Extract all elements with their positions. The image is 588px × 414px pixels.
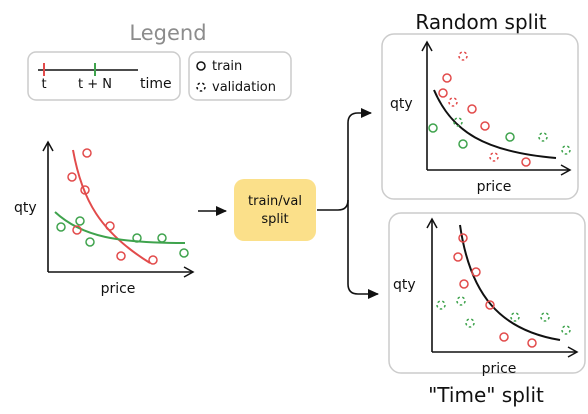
validation-marker-icon <box>196 82 206 92</box>
validation-point-8 <box>458 51 468 61</box>
train-point-12 <box>179 248 189 258</box>
split-box-line2: split <box>261 212 288 227</box>
time-split-box <box>388 212 586 374</box>
main-y-label: qty <box>14 200 37 216</box>
train-point-2 <box>80 185 90 195</box>
split-box <box>234 179 316 241</box>
train-point-1 <box>453 252 463 262</box>
time-end-label: t + N <box>78 77 112 92</box>
train-point-4 <box>105 221 115 231</box>
train-marker-icon <box>196 61 206 71</box>
branch-to-time <box>347 200 379 299</box>
validation-point-11 <box>453 117 463 127</box>
main-plot: qty price <box>14 140 195 297</box>
train-point-10 <box>132 233 142 243</box>
time-axis-label: time <box>140 76 172 92</box>
time-start-label: t <box>41 77 46 92</box>
train-point-5 <box>116 251 126 261</box>
train-point-2 <box>471 267 481 277</box>
branch-to-random <box>317 108 372 211</box>
main-points <box>56 148 189 265</box>
train-point-5 <box>499 332 509 342</box>
random-y-label: qty <box>390 96 413 112</box>
main-x-label: price <box>101 281 136 297</box>
train-point-1 <box>438 88 448 98</box>
legend-title: Legend <box>129 21 206 45</box>
train-point-7 <box>505 132 515 142</box>
train-point-3 <box>480 121 490 131</box>
legend-validation-label: validation <box>212 80 276 95</box>
validation-point-8 <box>456 296 466 306</box>
random-split-title: Random split <box>415 10 546 34</box>
train-point-9 <box>85 237 95 247</box>
train-point-11 <box>157 233 167 243</box>
train-point-4 <box>485 300 495 310</box>
validation-point-12 <box>561 325 571 335</box>
legend-train-label: train <box>212 59 242 74</box>
legend-time-box <box>27 51 181 101</box>
train-point-3 <box>459 279 469 289</box>
train-point-2 <box>467 104 477 114</box>
train-point-0 <box>82 148 92 158</box>
validation-point-7 <box>436 300 446 310</box>
train-point-0 <box>442 73 452 83</box>
validation-point-9 <box>465 318 475 328</box>
train-point-1 <box>67 172 77 182</box>
train-point-6 <box>458 139 468 149</box>
time-split-title: "Time" split <box>428 383 544 407</box>
time-y-label: qty <box>393 277 416 293</box>
random-points <box>428 51 571 167</box>
train-point-8 <box>75 216 85 226</box>
train-point-5 <box>428 123 438 133</box>
split-box-line1: train/val <box>248 194 302 209</box>
time-points <box>436 233 571 348</box>
random-split-box <box>381 33 579 200</box>
red-fit-curve <box>72 149 151 264</box>
validation-point-9 <box>448 97 458 107</box>
validation-point-13 <box>561 145 571 155</box>
validation-point-10 <box>489 152 499 162</box>
time-fit-curve <box>459 224 561 341</box>
train-point-3 <box>72 225 82 235</box>
train-point-6 <box>148 255 158 265</box>
train-point-7 <box>56 222 66 232</box>
train-point-4 <box>521 157 531 167</box>
random-fit-curve <box>433 89 557 159</box>
validation-point-10 <box>510 312 520 322</box>
train-point-6 <box>527 338 537 348</box>
train-point-0 <box>458 233 468 243</box>
random-x-label: price <box>477 179 512 195</box>
green-fit-curve <box>54 211 186 244</box>
validation-point-12 <box>538 132 548 142</box>
legend-marker-box <box>188 51 292 101</box>
validation-point-11 <box>540 312 550 322</box>
time-x-label: price <box>482 361 517 377</box>
